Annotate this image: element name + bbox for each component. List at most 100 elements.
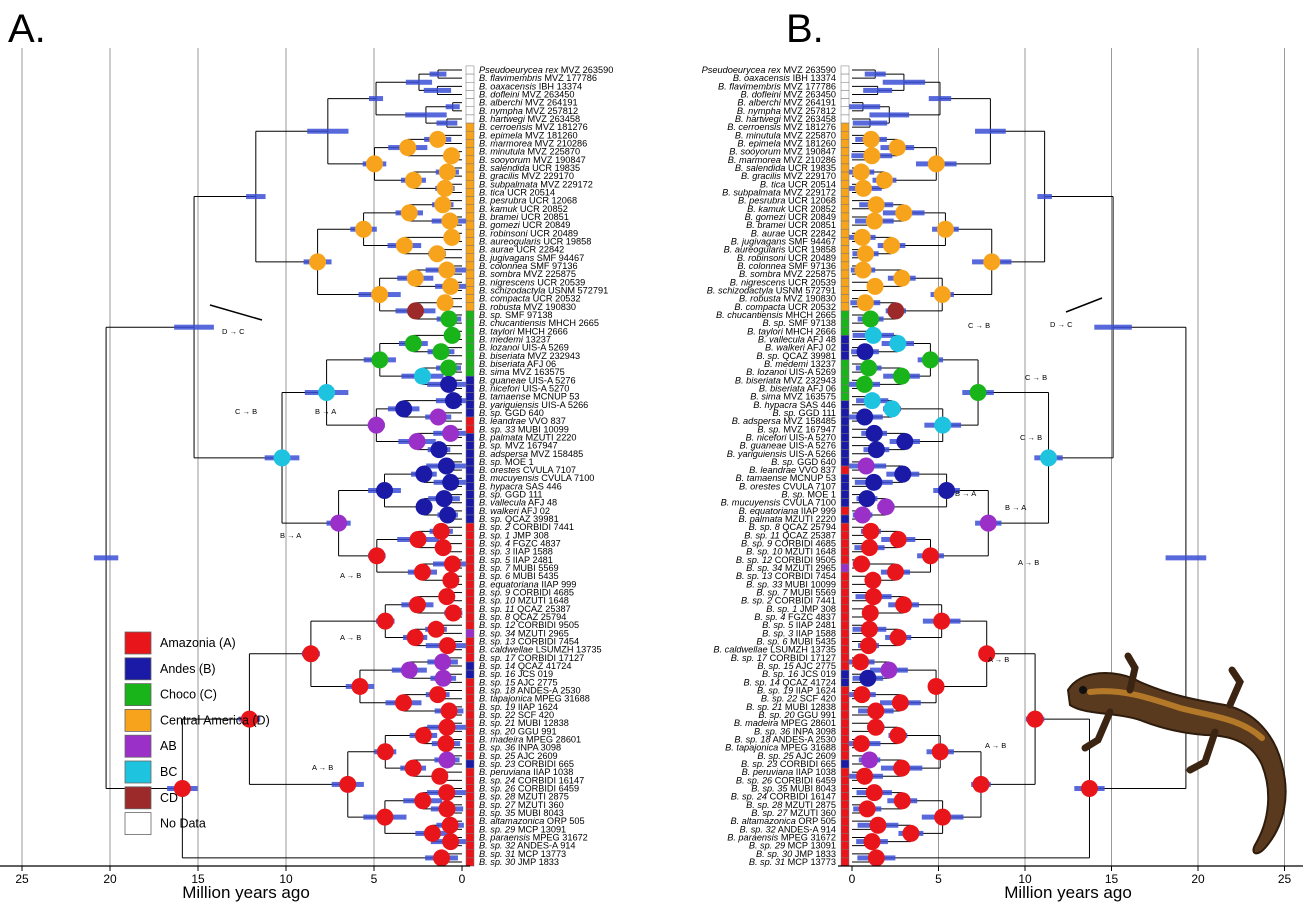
node-age-bar (1165, 555, 1207, 561)
taxon-species: B. sp. 32 (739, 824, 775, 834)
salamander-leg-front-2 (1124, 652, 1139, 694)
taxon-label: B. sp. 33 MUBI 10099 (479, 424, 569, 434)
taxon-voucher: MPEG 31672 (778, 833, 836, 843)
taxon-voucher: IIAP 1038 (531, 767, 574, 777)
region-cell (465, 392, 475, 401)
region-cell (465, 751, 475, 761)
taxon-voucher: UCR 19858 (785, 245, 836, 255)
taxon-voucher: UCR 20489 (528, 228, 579, 238)
taxon-species: B. yariguiensis (727, 449, 787, 459)
taxon-species: B. sooyorum (479, 155, 531, 165)
region-cell (465, 359, 475, 369)
panel-a-tick-label: 20 (103, 872, 117, 886)
ancestral-area-node (428, 245, 446, 263)
taxon-label: B. sp. 24 CORBIDI 16147 (731, 792, 836, 802)
region-cell (465, 629, 475, 638)
taxon-label: B. biseriata AFJ 06 (759, 383, 836, 393)
ancestral-area-node (441, 212, 459, 230)
ancestral-area-node (413, 367, 431, 385)
taxon-voucher: CVULA 7100 (780, 498, 836, 508)
taxon-species: B. aurae (479, 245, 514, 255)
region-cell (840, 482, 850, 491)
ancestral-area-node (442, 571, 460, 589)
taxon-label: B. sp. 17 CORBIDI 17127 (731, 653, 836, 663)
ancestral-area-node (979, 514, 997, 532)
region-cell (465, 490, 475, 499)
taxon-voucher: MUBI 5435 (510, 571, 559, 581)
ancestral-area-node (432, 522, 450, 540)
taxon-species: B. salendida (735, 163, 786, 173)
node-age-bar (852, 120, 888, 126)
taxon-voucher: JCS 019 (515, 669, 553, 679)
taxon-species: B. equatoriana (479, 579, 539, 589)
taxon-label: B. aureogularis UCR 19858 (724, 245, 836, 255)
taxon-label: B. leandrae VVO 837 (479, 416, 566, 426)
taxon-label: B. sp. QCAZ 39981 (479, 514, 559, 524)
region-cell (840, 253, 850, 263)
region-cell (465, 718, 475, 728)
taxon-voucher: JCS 019 (798, 669, 836, 679)
taxon-label: B. sp. 18 ANDES-A 2530 (734, 735, 836, 745)
panel-a-x-title: Million years ago (182, 883, 310, 902)
region-cell (465, 106, 475, 116)
region-cell (465, 171, 475, 181)
taxon-voucher: QCAZ 41724 (780, 677, 836, 687)
region-cell (465, 277, 475, 287)
ancestral-area-node (434, 653, 452, 671)
taxon-voucher: UCR 12068 (785, 196, 836, 206)
taxon-voucher: MZUTI 1648 (515, 596, 569, 606)
region-cell (840, 147, 850, 156)
taxon-voucher: UCR 20514 (785, 179, 836, 189)
region-cell (840, 261, 850, 271)
taxon-label: B. sp. 6 MUBI 5435 (756, 637, 836, 647)
taxon-species: B. sp. 5 (762, 620, 794, 630)
ancestral-area-node (969, 384, 987, 402)
taxon-label: B. caldwellae LSUMZH 13735 (713, 645, 836, 655)
taxon-voucher: MUBI 8043 (787, 784, 836, 794)
panel-b-tick-label: 10 (1018, 872, 1032, 886)
taxon-voucher: MUBI 12838 (782, 702, 836, 712)
taxon-species: B. biseriata (479, 351, 525, 361)
ancestral-area-node (893, 269, 911, 287)
region-cell (840, 220, 850, 230)
taxon-species: B. jugivagans (731, 236, 787, 246)
taxon-species: B. sp. 19 (757, 686, 793, 696)
taxon-species: B. sp. (479, 408, 503, 418)
panel-a-letter: A. (8, 7, 46, 51)
taxon-voucher: UCR 20532 (785, 302, 836, 312)
taxon-voucher: MVZ 257812 (523, 106, 578, 116)
region-cell (465, 441, 475, 450)
ancestral-area-node (867, 196, 885, 214)
taxon-species: B. robusta (739, 294, 781, 304)
ancestral-area-node (429, 686, 447, 704)
ancestral-area-node (864, 571, 882, 589)
taxon-species: B. equatoriana (739, 506, 799, 516)
taxon-label: B. altamazonica ORP 505 (479, 816, 585, 826)
region-cell (840, 73, 850, 83)
region-cell (840, 808, 850, 818)
node-age-bar (928, 96, 952, 102)
taxon-label: B. colonnea SMF 97136 (737, 261, 836, 271)
region-cell (465, 179, 475, 189)
taxon-species: B. sp. 17 (731, 653, 768, 663)
taxon-voucher: MZUTI 2875 (515, 792, 569, 802)
ancestral-area-node (862, 310, 880, 328)
taxon-voucher: INPA 3098 (790, 726, 836, 736)
taxon-voucher: IIAP 999 (539, 579, 577, 589)
region-cell (840, 678, 850, 687)
taxon-voucher: MVZ 167947 (781, 424, 836, 434)
taxon-voucher: SMF 97136 (786, 261, 836, 271)
taxon-species: B. nigrescens (730, 277, 786, 287)
taxon-species: B. minutula (479, 147, 525, 157)
salamander-eye (1079, 686, 1087, 694)
taxon-voucher: UIS-A 5269 (786, 367, 836, 377)
taxon-label: B. alberchi MVZ 264191 (737, 98, 836, 108)
taxon-species: B. altamazonica (730, 816, 795, 826)
taxon-species: B. nicefori (479, 383, 521, 393)
ancestral-area-node (434, 669, 452, 687)
taxon-label: B. sp. 3 IIAP 1588 (479, 547, 553, 557)
region-cell (465, 326, 475, 336)
taxon-species: B. nigrescens (479, 277, 535, 287)
taxon-label: B. sp. 2 CORBIDI 7441 (479, 522, 574, 532)
taxon-voucher: MVZ 229172 (538, 179, 593, 189)
